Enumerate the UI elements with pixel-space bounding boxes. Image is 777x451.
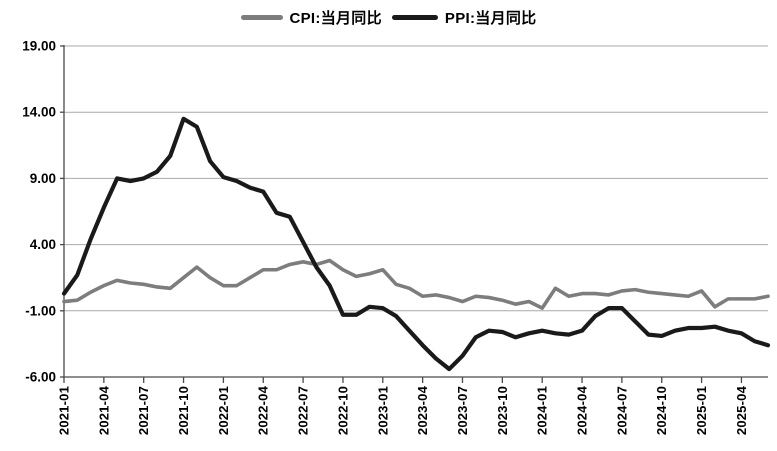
x-axis-tick-label: 2024-07 [614,386,629,435]
cpi-line-swatch-icon [240,15,283,20]
x-axis-tick-label: 2024-04 [575,385,590,435]
y-axis-tick-label: -1.00 [25,303,56,318]
x-axis-tick-label: 2021-10 [176,386,191,435]
x-axis-tick-label: 2024-01 [535,386,550,435]
legend-label-ppi: PPI:当月同比 [444,10,537,27]
y-axis-tick-label: 4.00 [30,237,56,252]
x-axis-tick-label: 2022-10 [335,386,350,435]
x-axis-tick-label: 2023-10 [495,386,510,435]
x-axis-tick-label: 2021-01 [57,386,72,435]
ppi-line-swatch-icon [391,15,438,20]
chart-legend: CPI:当月同比 PPI:当月同比 [0,7,777,28]
x-axis-tick-label: 2023-01 [375,386,390,435]
y-axis-labels: 19.00 14.00 9.00 4.00 -1.00 -6.00 [22,39,56,385]
x-axis-tick-label: 2023-07 [455,386,470,435]
gridlines [64,45,768,378]
x-axis-tick-label: 2025-01 [694,386,709,435]
x-axis-tick-label: 2025-04 [734,385,749,435]
x-axis-tick-label: 2022-04 [256,385,271,435]
y-axis-tick-label: 9.00 [30,171,56,186]
series-lines [61,116,771,372]
x-axis-labels: 2021-01 2021-04 2021-07 2021-10 2022-01 2022-… [57,377,749,435]
axes [60,45,768,378]
x-axis-tick-label: 2021-07 [136,386,151,435]
x-axis-tick-label: 2021-04 [96,385,111,435]
y-axis-tick-label: 14.00 [22,105,56,120]
x-axis-tick-label: 2023-04 [415,385,430,435]
x-axis-tick-label: 2024-10 [654,386,669,435]
legend-label-cpi: CPI:当月同比 [289,10,382,27]
cpi-series-line [62,258,770,310]
legend-item-cpi: CPI:当月同比 [240,7,382,28]
ppi-series-line [61,116,771,372]
x-axis-tick-label: 2022-07 [296,386,311,435]
x-axis-tick-label: 2022-01 [216,386,231,435]
y-axis-tick-label: 19.00 [22,39,56,54]
y-axis-tick-label: -6.00 [25,370,56,385]
legend-item-ppi: PPI:当月同比 [391,7,537,28]
